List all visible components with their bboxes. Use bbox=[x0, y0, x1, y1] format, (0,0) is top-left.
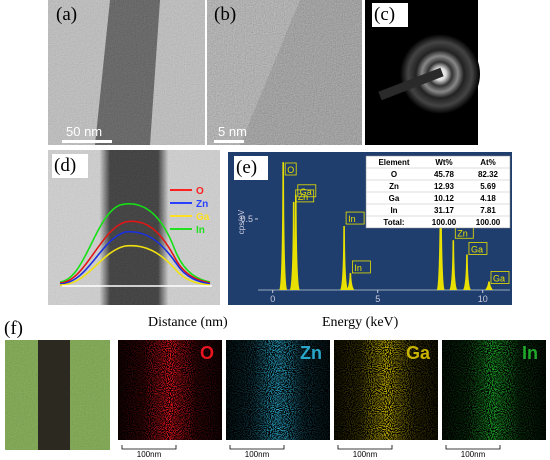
panel-label: (e) bbox=[236, 157, 257, 178]
scale-label: 100nm bbox=[353, 450, 378, 459]
x-tick-label: 5 bbox=[375, 294, 380, 304]
table-cell: Ga bbox=[389, 194, 400, 203]
peak-label-box bbox=[345, 211, 365, 225]
peak bbox=[449, 240, 458, 290]
peak-label: Ga bbox=[471, 244, 483, 254]
peak-label-box bbox=[468, 242, 488, 255]
scale-bar bbox=[62, 140, 112, 143]
table-cell: 100.00 bbox=[432, 218, 457, 227]
map-label: In bbox=[522, 343, 538, 363]
x-tick-label: 10 bbox=[478, 294, 488, 304]
axis-label: Distance (nm) bbox=[148, 315, 228, 330]
table-cell: 7.81 bbox=[480, 206, 496, 215]
panel-label: (d) bbox=[54, 155, 76, 176]
axis-label: Energy (keV) bbox=[322, 315, 399, 330]
map-label: Zn bbox=[300, 343, 322, 363]
table-cell: In bbox=[390, 206, 397, 215]
x-tick-label: 0 bbox=[270, 294, 275, 304]
peak-label: In bbox=[354, 263, 362, 273]
scale-bar bbox=[214, 140, 244, 143]
legend-label: In bbox=[196, 225, 205, 236]
panel-d: (d) O Zn Ga In bbox=[48, 150, 220, 305]
panel-a: (a) 50 nm bbox=[48, 0, 205, 145]
table-cell: 82.32 bbox=[478, 170, 499, 179]
scale-bar bbox=[337, 445, 393, 450]
scale-label: 100nm bbox=[461, 450, 486, 459]
panel-label: (a) bbox=[56, 4, 77, 25]
table-cell: 31.17 bbox=[434, 206, 455, 215]
legend-label: Ga bbox=[196, 212, 210, 223]
table-cell: 45.78 bbox=[434, 170, 455, 179]
scale-label: 100nm bbox=[245, 450, 270, 459]
peak bbox=[340, 226, 349, 290]
peak bbox=[346, 272, 355, 290]
table-cell: 4.18 bbox=[480, 194, 496, 203]
panel-c: (c) bbox=[365, 0, 480, 145]
peak-label: Ga bbox=[300, 187, 312, 197]
map-dots bbox=[226, 340, 330, 440]
table-cell: Wt% bbox=[435, 158, 452, 167]
peak-label-box bbox=[490, 271, 510, 284]
peak bbox=[279, 162, 288, 290]
peak-label: In bbox=[348, 214, 356, 224]
scale-bar bbox=[121, 445, 177, 450]
map-dots bbox=[442, 340, 546, 440]
scale-label: 100nm bbox=[137, 450, 162, 459]
peak bbox=[462, 254, 471, 290]
table-cell: O bbox=[391, 170, 397, 179]
peak-label: Zn bbox=[457, 228, 468, 238]
legend-label: O bbox=[196, 186, 204, 197]
scale-bar bbox=[445, 445, 501, 450]
peak-label: Ga bbox=[493, 273, 505, 283]
table-cell: 100.00 bbox=[476, 218, 501, 227]
table-cell: Total: bbox=[383, 218, 404, 227]
peak bbox=[291, 194, 300, 290]
scale-label: 5 nm bbox=[218, 124, 247, 139]
table-cell: At% bbox=[480, 158, 496, 167]
peak bbox=[289, 201, 298, 290]
panel-label: (c) bbox=[374, 4, 395, 25]
peak-label-box bbox=[284, 162, 297, 176]
map-label: O bbox=[200, 343, 214, 363]
panel-b: (b) 5 nm bbox=[207, 0, 362, 145]
peak-label-box bbox=[351, 260, 371, 274]
panel-label: (b) bbox=[214, 4, 236, 25]
panel-f: (f) Distance (nm) Energy (keV) O 100nm Zn 1… bbox=[4, 315, 546, 459]
table-cell: 10.12 bbox=[434, 194, 455, 203]
map-label: Ga bbox=[406, 343, 431, 363]
panel-label: (f) bbox=[4, 318, 23, 339]
axis-label: cps/eV bbox=[237, 209, 246, 234]
table-cell: Element bbox=[378, 158, 409, 167]
peak-label-box bbox=[297, 184, 317, 198]
scale-bar bbox=[229, 445, 285, 450]
legend-label: Zn bbox=[196, 199, 208, 210]
peak bbox=[485, 281, 493, 290]
map-dots bbox=[334, 340, 438, 440]
table-cell: 12.93 bbox=[434, 182, 455, 191]
table-cell: 5.69 bbox=[480, 182, 496, 191]
map-dots bbox=[118, 340, 222, 440]
peak-label: O bbox=[287, 165, 294, 175]
scale-label: 50 nm bbox=[66, 124, 102, 139]
table-cell: Zn bbox=[389, 182, 399, 191]
y-tick-label: 0.5 bbox=[240, 214, 253, 224]
